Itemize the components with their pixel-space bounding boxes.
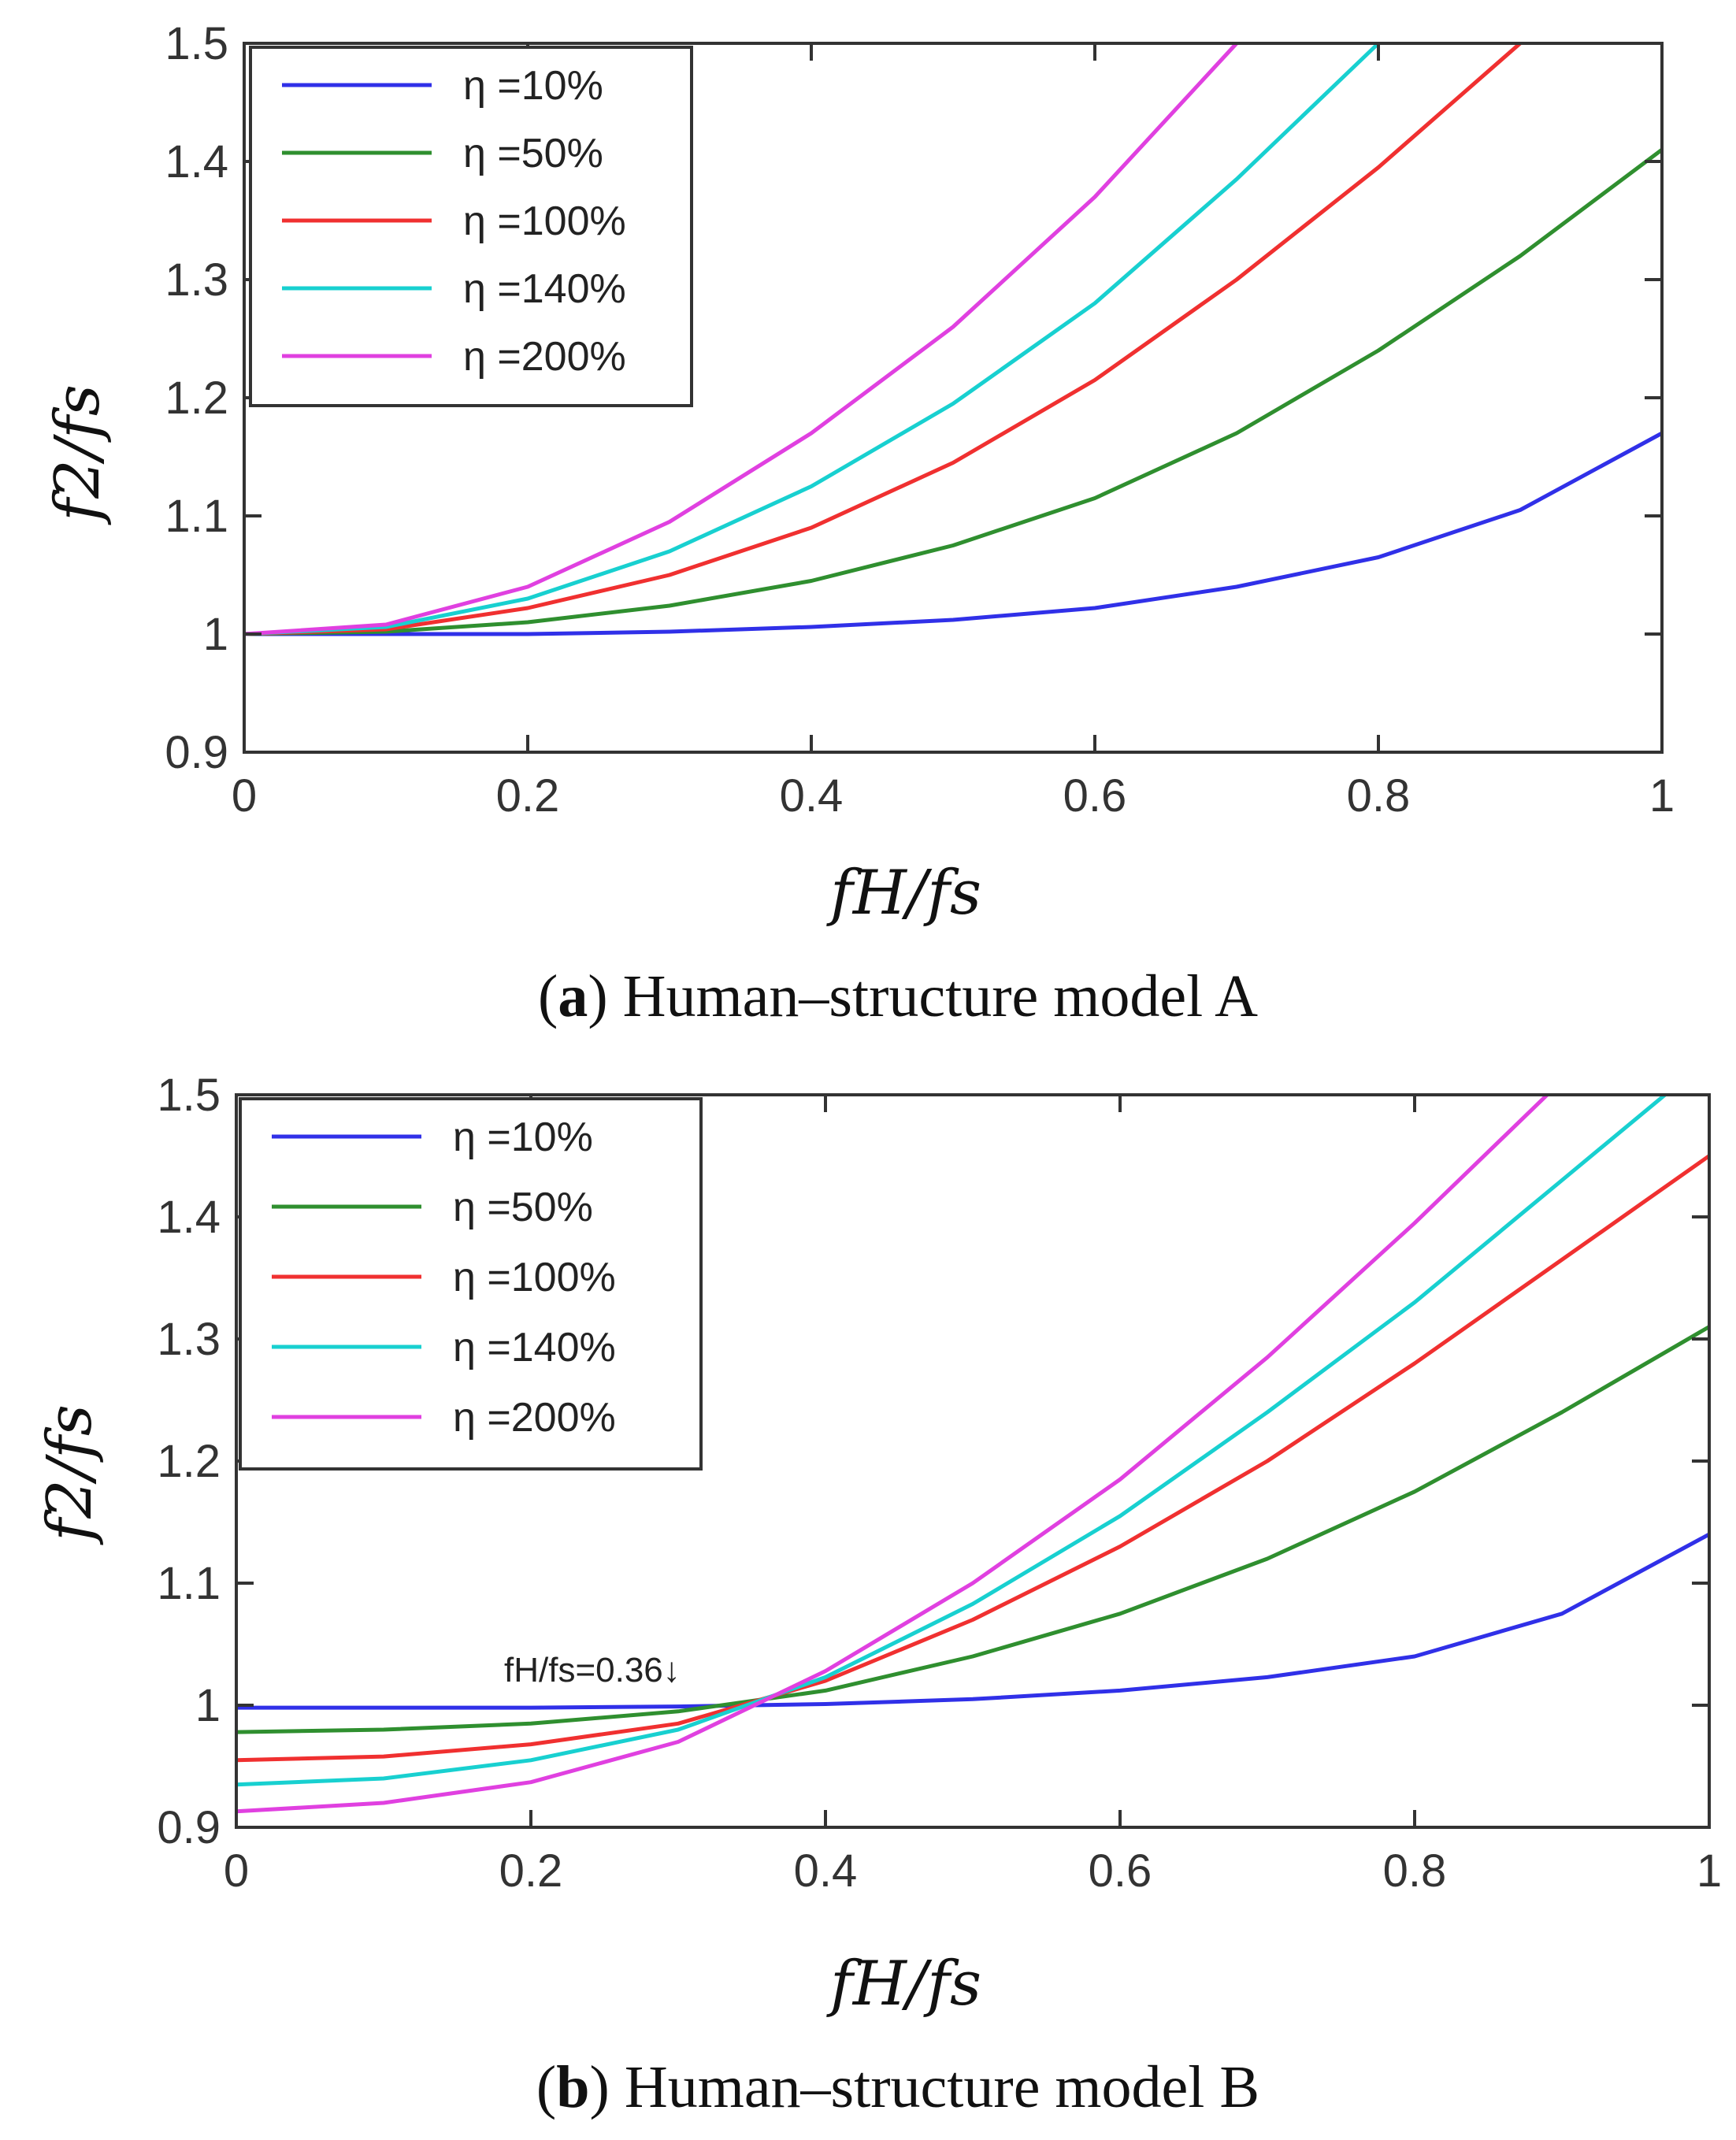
series-line-2 <box>243 148 1664 636</box>
series-line-5 <box>236 1093 1549 1814</box>
caption-b-label: b <box>556 2054 589 2120</box>
x-axis-title-b: fH/fs <box>826 1949 981 2019</box>
x-tick-label: 0.6 <box>1089 1845 1152 1897</box>
y-axis-title-a: f2/fs <box>43 384 113 525</box>
x-tick-label: 0.4 <box>794 1845 858 1897</box>
y-tick-label: 1.1 <box>165 491 228 542</box>
series-line-4 <box>243 42 1380 636</box>
legend-label-4: η =140% <box>463 266 626 312</box>
x-tick-label: 0.8 <box>1383 1845 1447 1897</box>
y-tick-label: 0.9 <box>165 727 228 778</box>
y-tick-label: 1.1 <box>157 1558 221 1609</box>
x-tick-label: 0.6 <box>1063 770 1127 822</box>
y-tick-label: 1 <box>203 609 228 660</box>
x-tick-label: 0 <box>232 770 257 822</box>
panel-b: 0.9 1 1.1 1.2 1.3 1.4 1.5 0 0.2 0.4 0.6 0.8 1 η =10… <box>35 1070 1722 2120</box>
legend-label-5: η =200% <box>463 334 626 380</box>
legend-label-3: η =100% <box>453 1255 616 1300</box>
legend-label-2: η =50% <box>453 1185 593 1230</box>
x-ticks-b: 0 0.2 0.4 0.6 0.8 1 <box>224 1095 1722 1897</box>
annotation-b: fH/fs=0.36↓ <box>504 1651 681 1689</box>
y-tick-label: 1.3 <box>165 254 228 306</box>
series-line-4 <box>236 1093 1667 1787</box>
x-tick-label: 0.2 <box>496 770 560 822</box>
legend-b: η =10% η =50% η =100% η =140% η =200% <box>239 1097 703 1471</box>
legend-label-3: η =100% <box>463 198 626 244</box>
panel-a: 0.9 1 1.1 1.2 1.3 1.4 1.5 0 0.2 0.4 0.6 0.8 1 η =10… <box>43 18 1675 1029</box>
x-tick-label: 0.8 <box>1347 770 1411 822</box>
series-line-3 <box>243 42 1522 636</box>
series-lines-b <box>236 1093 1711 1814</box>
series-line-5 <box>243 42 1238 636</box>
series-line-2 <box>236 1325 1711 1734</box>
legend-label-1: η =10% <box>463 63 603 109</box>
y-tick-label: 1 <box>195 1680 221 1731</box>
y-tick-label: 1.5 <box>157 1070 221 1121</box>
y-ticks-b: 0.9 1 1.1 1.2 1.3 1.4 1.5 <box>157 1070 1709 1853</box>
legend-label-5: η =200% <box>453 1395 616 1441</box>
legend-box-b <box>239 1097 703 1471</box>
x-axis-title-a: fH/fs <box>826 858 981 929</box>
caption-b: (b) Human–structure model B <box>536 2054 1259 2120</box>
y-tick-label: 0.9 <box>157 1802 221 1853</box>
caption-b-text: Human–structure model B <box>625 2054 1259 2120</box>
legend-label-4: η =140% <box>453 1325 616 1370</box>
y-axis-title-b: f2/fs <box>35 1404 106 1545</box>
legend-box-a <box>249 46 693 407</box>
x-tick-label: 1 <box>1697 1845 1722 1897</box>
series-line-1 <box>236 1532 1711 1710</box>
x-ticks-a: 0 0.2 0.4 0.6 0.8 1 <box>232 43 1675 822</box>
legend-label-2: η =50% <box>463 131 603 176</box>
x-tick-label: 0 <box>224 1845 249 1897</box>
y-tick-label: 1.2 <box>165 373 228 424</box>
series-line-1 <box>244 431 1664 636</box>
y-tick-label: 1.4 <box>165 136 228 187</box>
series-lines-a <box>243 42 1664 636</box>
y-tick-label: 1.4 <box>157 1192 221 1243</box>
y-tick-label: 1.3 <box>157 1314 221 1365</box>
caption-a-text: Human–structure model A <box>623 963 1258 1029</box>
caption-a: (a) Human–structure model A <box>538 963 1258 1029</box>
legend-label-1: η =10% <box>453 1115 593 1160</box>
y-tick-label: 1.2 <box>157 1436 221 1487</box>
x-tick-label: 0.4 <box>780 770 844 822</box>
caption-a-label: a <box>558 963 588 1029</box>
series-line-3 <box>236 1154 1711 1763</box>
x-tick-label: 0.2 <box>499 1845 563 1897</box>
x-tick-label: 1 <box>1649 770 1675 822</box>
legend-a: η =10% η =50% η =100% η =140% η =200% <box>249 46 693 407</box>
y-tick-label: 1.5 <box>165 18 228 69</box>
y-ticks-a: 0.9 1 1.1 1.2 1.3 1.4 1.5 <box>165 18 1662 778</box>
